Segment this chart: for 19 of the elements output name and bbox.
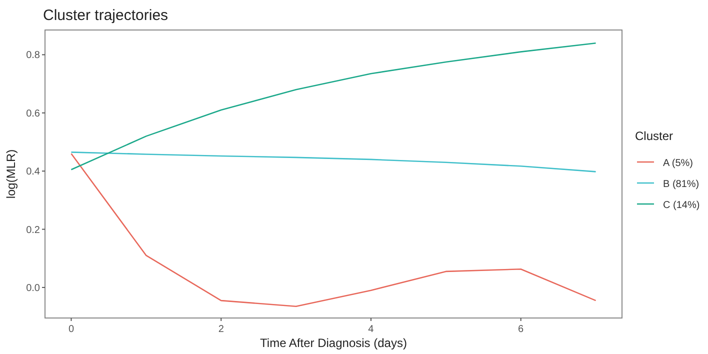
legend-label: C (14%): [663, 200, 700, 211]
y-tick-label: 0.4: [26, 166, 40, 178]
y-tick-label: 0.2: [26, 224, 40, 236]
legend-title: Cluster: [635, 129, 674, 143]
x-tick-label: 2: [218, 324, 224, 335]
y-tick-label: 0.8: [26, 50, 40, 62]
x-axis-title: Time After Diagnosis (days): [260, 336, 407, 350]
y-tick-label: 0.0: [26, 282, 40, 294]
x-tick-label: 4: [368, 324, 374, 335]
legend-label: A (5%): [663, 158, 694, 169]
x-tick-label: 0: [68, 324, 74, 335]
legend-label: B (81%): [663, 179, 700, 190]
line-series: [70, 152, 596, 172]
line-series: [70, 152, 596, 308]
chart-title: Cluster trajectories: [43, 7, 168, 24]
y-axis-title: log(MLR): [4, 149, 18, 199]
x-tick-label: 6: [518, 324, 524, 335]
y-tick-label: 0.6: [26, 108, 40, 120]
line-series: [70, 42, 596, 170]
